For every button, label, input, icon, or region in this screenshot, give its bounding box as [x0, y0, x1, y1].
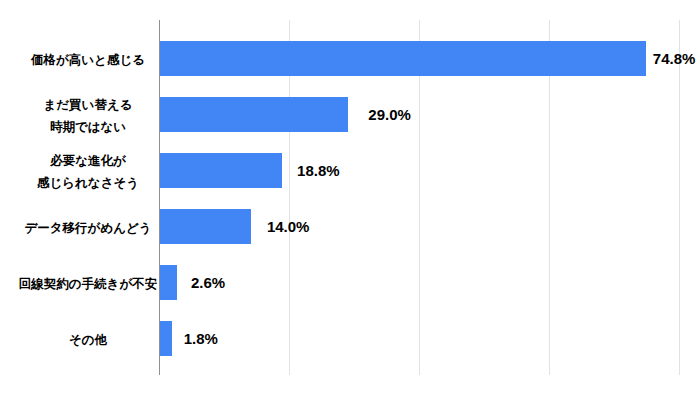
value-label: 2.6%	[191, 265, 225, 300]
category-label-line: データ移行がめんどう	[13, 217, 163, 239]
category-label: 価格が高いと感じる	[13, 49, 163, 71]
category-label: その他	[13, 329, 163, 351]
value-label: 29.0%	[368, 97, 411, 132]
category-label-line: その他	[13, 329, 163, 351]
category-label: 回線契約の手続きが不安	[13, 273, 163, 295]
category-label-line: 必要な進化が	[13, 150, 163, 172]
category-label-line: 感じられなさそう	[13, 172, 163, 194]
category-label: データ移行がめんどう	[13, 217, 163, 239]
value-label: 18.8%	[297, 153, 340, 188]
bar-chart: 価格が高いと感じる 74.8% まだ買い替える時期ではない 29.0% 必要な進化が感じ…	[0, 0, 700, 417]
category-label-line: 価格が高いと感じる	[13, 49, 163, 71]
bar	[160, 97, 348, 132]
category-label-line: 回線契約の手続きが不安	[13, 273, 163, 295]
bar	[160, 41, 646, 76]
category-label: まだ買い替える時期ではない	[13, 94, 163, 138]
category-label: 必要な進化が感じられなさそう	[13, 150, 163, 194]
value-label: 14.0%	[267, 209, 310, 244]
value-label: 74.8%	[653, 41, 696, 76]
category-label-line: まだ買い替える	[13, 94, 163, 116]
bar	[160, 209, 251, 244]
bar	[160, 153, 282, 188]
value-label: 1.8%	[184, 321, 218, 356]
category-label-line: 時期ではない	[13, 116, 163, 138]
